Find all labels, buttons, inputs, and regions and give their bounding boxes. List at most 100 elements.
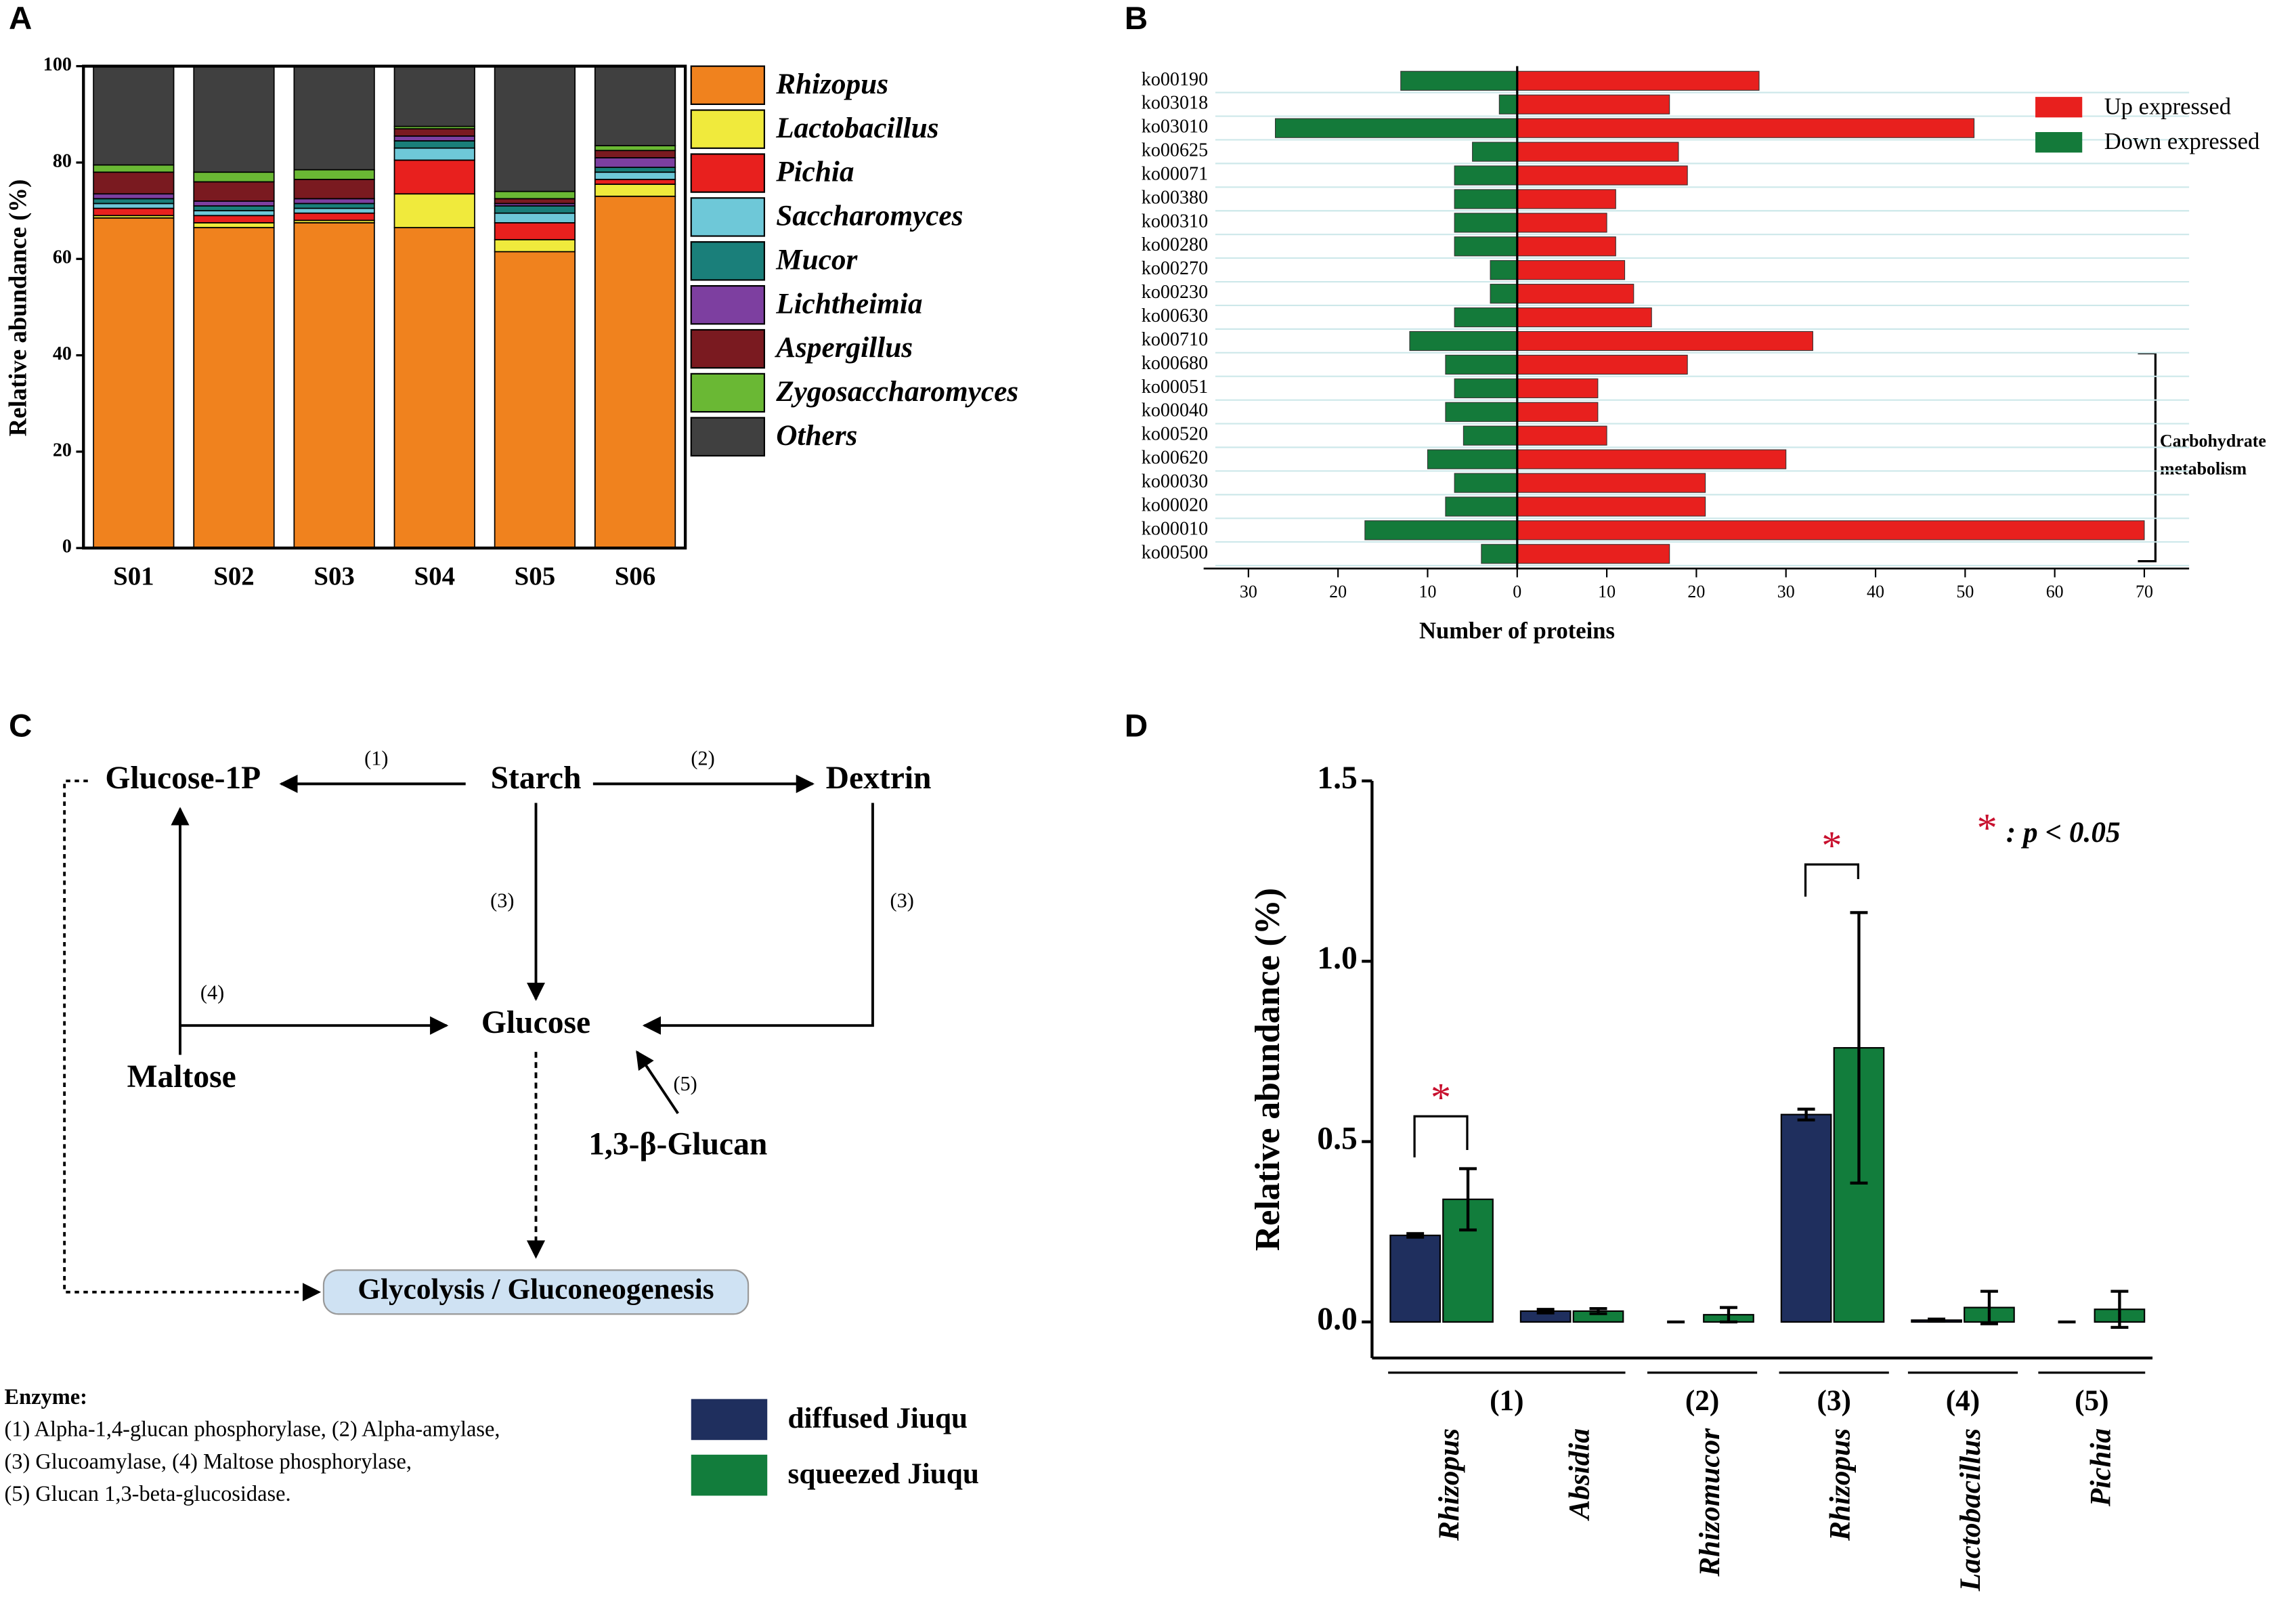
bar: [1517, 473, 1706, 493]
legend-swatch: [690, 153, 765, 193]
y-tick-label: ko00520: [1142, 424, 1208, 445]
bar: [1463, 425, 1518, 446]
bar: [1454, 189, 1518, 209]
bar: [1517, 284, 1634, 304]
node: Glycolysis / Gluconeogenesis: [358, 1273, 714, 1306]
error-bar: [1928, 1317, 1946, 1323]
y-tick-label: ko00380: [1142, 187, 1208, 208]
y-tick-label: ko03010: [1142, 116, 1208, 137]
bar-segment: [93, 65, 175, 166]
bar: [1517, 402, 1599, 422]
bar-segment: [594, 184, 676, 197]
node-box: [322, 1269, 750, 1315]
bar: [1490, 284, 1518, 304]
bar-segment: [293, 212, 375, 221]
legend-label: Mucor: [775, 243, 858, 276]
y-tick-label: 1.5: [1317, 761, 1357, 796]
y-tick-label: ko00270: [1142, 258, 1208, 279]
bar: [1454, 307, 1518, 328]
x-tick-label: S02: [213, 562, 255, 591]
bar: [1454, 213, 1518, 233]
x-tick-label: S01: [113, 562, 154, 591]
y-tick-label: ko00071: [1142, 163, 1208, 184]
error-bar: [1720, 1306, 1737, 1324]
arrow: [642, 803, 874, 1035]
bar-segment: [193, 222, 275, 228]
bar-segment: [93, 198, 175, 205]
y-tick-label: ko00680: [1142, 353, 1208, 374]
bar: [1517, 354, 1688, 375]
bar-segment: [594, 145, 676, 152]
enzyme-title: Enzyme:: [4, 1385, 87, 1409]
step-label: (5): [673, 1072, 697, 1095]
bar-segment: [393, 128, 475, 137]
x-tick-label: 20: [1329, 582, 1347, 601]
bar-segment: [494, 198, 576, 205]
y-tick-label: ko00040: [1142, 400, 1208, 421]
y-tick-label: 20: [53, 440, 72, 461]
bar-segment: [193, 215, 275, 223]
bar: [1274, 118, 1518, 138]
y-tick-label: 60: [53, 247, 72, 268]
error-bar: [1406, 1232, 1425, 1239]
panel-a: Relative abundance (%) 0 20 40 60 80 100 S01 S0…: [4, 54, 1018, 591]
legend-label: Lichtheimia: [775, 287, 922, 320]
bar-segment: [393, 227, 475, 549]
y-tick-label: ko00190: [1142, 69, 1208, 90]
error-bar: [1797, 1107, 1815, 1122]
bar-segment: [293, 169, 375, 180]
y-tick-label: ko00010: [1142, 518, 1208, 539]
bar-segment: [494, 65, 576, 192]
bar-segment: [594, 167, 676, 173]
bar-segment: [293, 198, 375, 205]
bar-segment: [293, 179, 375, 200]
significance-bracket: [1413, 863, 1859, 1157]
x-tick-label: 10: [1598, 582, 1616, 601]
arrow: [63, 780, 322, 1302]
bar: [1409, 331, 1518, 352]
x-tick-label: 60: [2046, 582, 2064, 601]
bar: [1445, 402, 1518, 422]
bar-segment: [393, 147, 475, 161]
panel-c: Glucose-1P Starch Dextrin Glucose Maltos…: [4, 747, 931, 1506]
bar-segment: [93, 193, 175, 200]
bar-segment: [393, 140, 475, 149]
bar-segment: [193, 171, 275, 183]
significance-marker: *: [1431, 1076, 1451, 1121]
bar: [1517, 142, 1679, 162]
error-bar: [1459, 1167, 1477, 1232]
bar: [1517, 331, 1813, 352]
group-label: (5): [2075, 1384, 2108, 1417]
group-label: (3): [1817, 1384, 1850, 1417]
bar-segment: [193, 65, 275, 173]
bar-segment: [293, 203, 375, 209]
y-tick-label: 0.5: [1317, 1122, 1357, 1157]
bar: [1517, 449, 1787, 469]
bar: [1454, 473, 1518, 493]
bar-segment: [494, 205, 576, 214]
significance-marker: *: [1821, 824, 1842, 869]
step-label: (3): [890, 889, 914, 912]
bar-segment: [393, 65, 475, 127]
error-bar: [2110, 1290, 2129, 1329]
y-tick-label: ko00625: [1142, 140, 1208, 161]
y-tick-label: ko00620: [1142, 448, 1208, 469]
legend-swatch: [690, 65, 765, 105]
bar: [1498, 94, 1518, 114]
enzyme-line: (5) Glucan 1,3-beta-glucosidase.: [4, 1482, 290, 1506]
legend-swatch: [690, 197, 765, 237]
y-tick-label: 0: [62, 536, 72, 557]
legend-label: Rhizopus: [775, 68, 888, 100]
bar: [1517, 189, 1616, 209]
x-tick-label: Rhizomucor: [1693, 1428, 1726, 1577]
bar: [1472, 142, 1518, 162]
node: Dextrin: [826, 761, 932, 796]
panel-b: Number of proteins Carbohydrate metaboli…: [1142, 66, 2266, 644]
bar: [1481, 544, 1518, 564]
enzyme-line: (1) Alpha-1,4-glucan phosphorylase, (2) …: [4, 1418, 500, 1442]
y-tick-label: 80: [53, 150, 72, 171]
x-tick-label: Absidia: [1563, 1428, 1596, 1522]
bar: [1445, 496, 1518, 517]
legend-swatch: [690, 284, 765, 325]
